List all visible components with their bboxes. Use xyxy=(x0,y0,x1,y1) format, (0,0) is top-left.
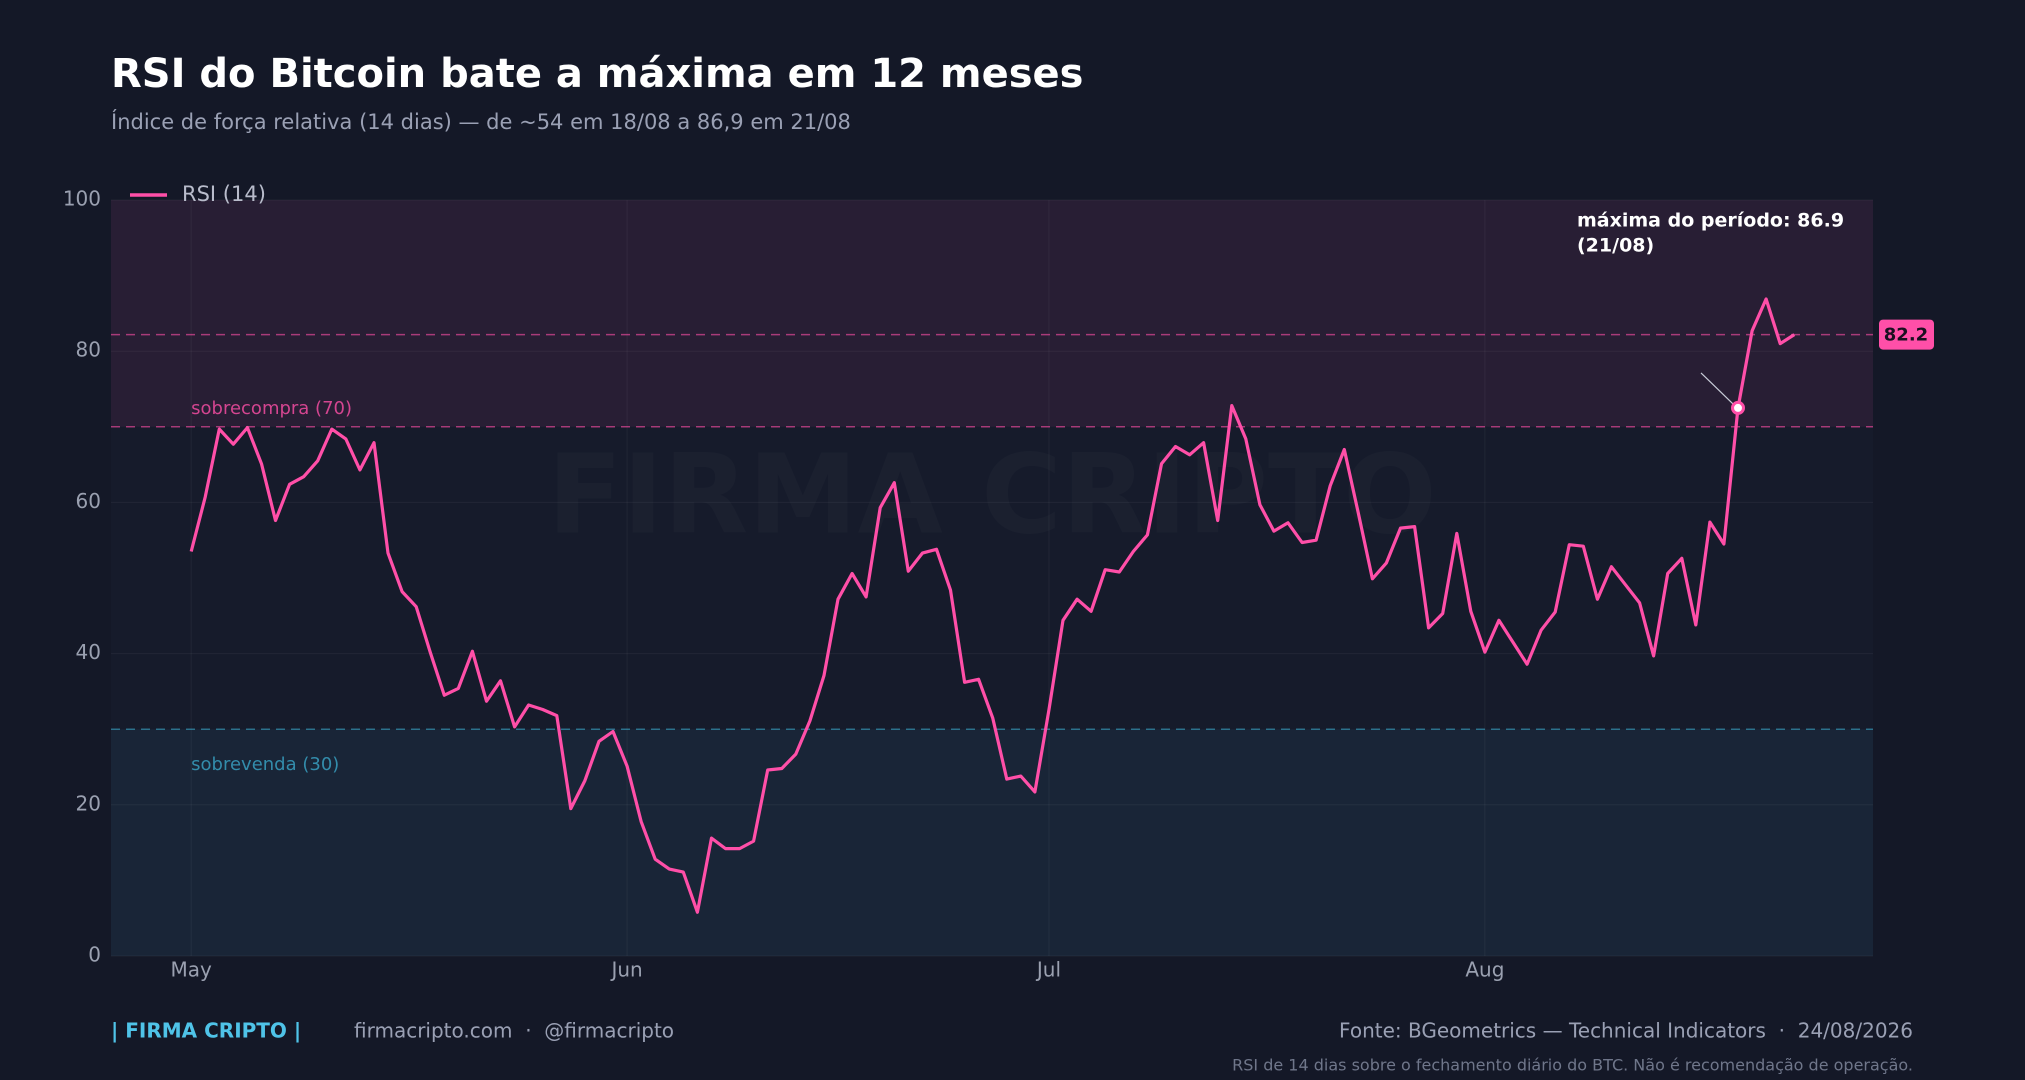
zone xyxy=(111,200,1873,427)
rsi-line xyxy=(189,297,1796,914)
legend-label: RSI (14) xyxy=(182,182,266,206)
zone xyxy=(111,729,1873,956)
footer-brand: | FIRMA CRIPTO | xyxy=(111,1019,301,1043)
last-value-label: 82.2 xyxy=(1884,325,1928,346)
x-tick-label: May xyxy=(170,958,212,982)
plot-area xyxy=(111,200,1873,956)
watermark: FIRMA CRIPTO xyxy=(547,431,1436,559)
last-value-badge xyxy=(1879,319,1934,350)
y-tick-label: 60 xyxy=(76,489,101,513)
x-tick-label: Jun xyxy=(609,958,642,982)
chart-title: RSI do Bitcoin bate a máxima em 12 meses xyxy=(111,51,1083,97)
y-tick-label: 0 xyxy=(88,943,101,967)
footer-source: Fonte: BGeometrics — Technical Indicator… xyxy=(1339,1019,1913,1043)
y-tick-label: 40 xyxy=(76,640,101,664)
y-tick-label: 20 xyxy=(76,791,101,815)
annotation-text: (21/08) xyxy=(1577,235,1654,257)
annotation-text: máxima do período: 86.9 xyxy=(1577,210,1844,232)
x-tick-label: Aug xyxy=(1465,958,1504,982)
chart-subtitle: Índice de força relativa (14 dias) — de … xyxy=(111,109,851,134)
x-tick-label: Jul xyxy=(1035,958,1061,982)
y-tick-label: 100 xyxy=(63,187,101,211)
zone-label: sobrevenda (30) xyxy=(191,754,339,775)
y-tick-label: 80 xyxy=(76,338,101,362)
annotation-pointer xyxy=(1700,372,1734,405)
footer-links: firmacripto.com · @firmacripto xyxy=(354,1019,674,1043)
zone-label: sobrecompra (70) xyxy=(191,398,352,419)
footer-note: RSI de 14 dias sobre o fechamento diário… xyxy=(1232,1056,1913,1075)
peak-marker xyxy=(1731,400,1746,415)
